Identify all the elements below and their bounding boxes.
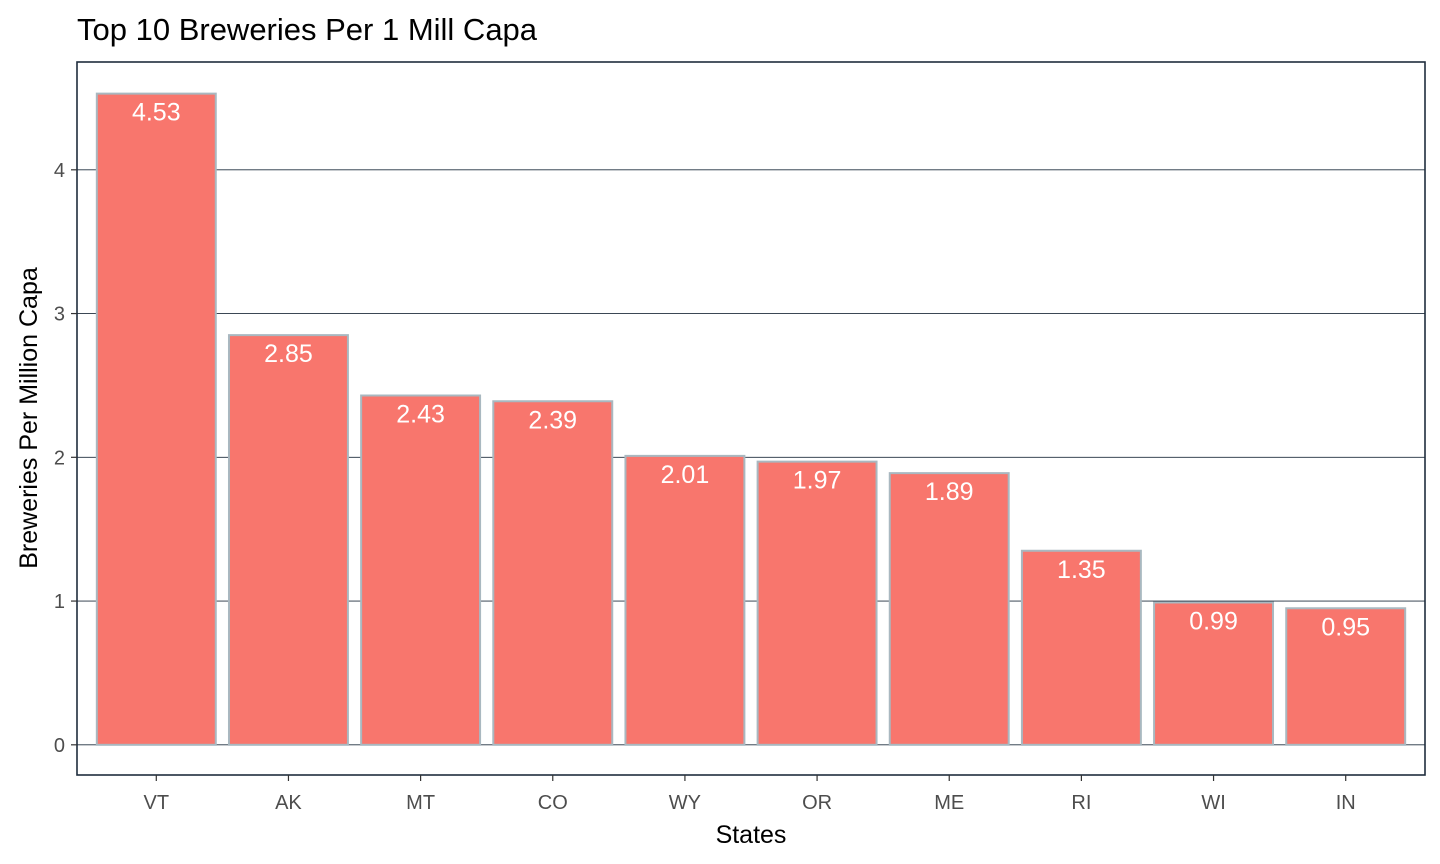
bar-mt <box>360 394 482 746</box>
panel-border <box>76 61 1426 776</box>
data-label-in: 0.95 <box>1321 613 1370 641</box>
data-label-wi: 0.99 <box>1189 608 1238 636</box>
y-axis: 0 1 2 3 4 <box>54 160 77 757</box>
x-tick-label-ri: RI <box>1071 792 1091 814</box>
x-tick-label-wi: WI <box>1201 792 1225 814</box>
x-tick-label-mt: MT <box>406 792 435 814</box>
x-tick-label-me: ME <box>934 792 964 814</box>
x-tick-label-ak: AK <box>275 792 302 814</box>
x-axis: VT AK MT CO WY OR ME RI WI IN <box>144 775 1356 814</box>
bar-in <box>1285 607 1407 746</box>
x-tick-label-or: OR <box>802 792 832 814</box>
x-tick-label-wy: WY <box>669 792 701 814</box>
bar-ri <box>1020 549 1142 746</box>
y-tick-label: 4 <box>54 160 65 182</box>
data-label-co: 2.39 <box>528 406 577 434</box>
bar-ak <box>227 334 349 746</box>
bar-co <box>492 400 614 746</box>
bar-wy <box>624 454 746 746</box>
data-label-vt: 4.53 <box>132 99 181 127</box>
chart-title: Top 10 Breweries Per 1 Mill Capa <box>77 12 538 47</box>
bar-vt <box>95 92 217 746</box>
data-label-ri: 1.35 <box>1057 556 1106 584</box>
x-tick-label-in: IN <box>1336 792 1356 814</box>
y-tick-label: 2 <box>54 447 65 469</box>
data-label-ak: 2.85 <box>264 340 313 368</box>
x-tick-label-co: CO <box>538 792 568 814</box>
x-tick-label-vt: VT <box>144 792 170 814</box>
data-label-or: 1.97 <box>793 467 842 495</box>
y-tick-label: 3 <box>54 304 65 326</box>
data-label-wy: 2.01 <box>661 461 710 489</box>
y-axis-title: Breweries Per Million Capa <box>15 267 43 569</box>
data-label-mt: 2.43 <box>396 401 445 429</box>
bar-wi <box>1153 601 1275 746</box>
data-labels: 4.53 2.85 2.43 2.39 2.01 1.97 1.89 1.35 0.99 0.95 <box>132 99 1370 642</box>
y-tick-label: 1 <box>54 591 65 613</box>
y-tick-label: 0 <box>54 735 65 757</box>
bars <box>95 92 1407 746</box>
x-axis-title: States <box>716 821 787 849</box>
bar-or <box>756 460 878 746</box>
bar-me <box>888 472 1010 746</box>
data-label-me: 1.89 <box>925 478 974 506</box>
